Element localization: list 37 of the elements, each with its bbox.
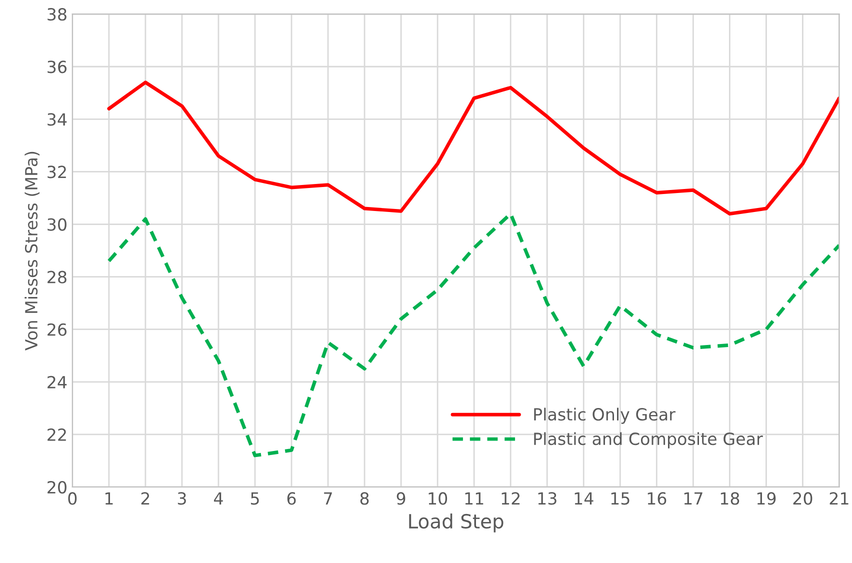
y-tick-label: 20 [48,480,66,494]
x-tick-label: 10 [428,492,448,505]
x-tick-label: 9 [396,492,406,505]
y-tick-label: 38 [48,8,66,21]
y-tick-label: 28 [48,270,66,284]
legend-label: Plastic and Composite Gear [534,432,763,448]
y-tick-label: 32 [48,166,66,178]
x-tick-label: 1 [105,492,113,505]
x-tick-label: 0 [68,492,77,505]
x-tick-label: 4 [214,492,223,505]
x-tick-label: 21 [830,492,848,505]
x-tick-label: 2 [141,492,150,505]
x-tick-label: 19 [757,492,776,505]
line-series [107,80,840,216]
x-tick-label: 17 [684,492,702,505]
y-tick-label: 24 [48,376,67,388]
x-tick-label: 12 [502,492,520,505]
x-tick-label: 13 [538,492,556,505]
x-tick-label: 11 [465,492,484,505]
x-tick-label: 16 [648,492,666,505]
y-tick-label: 36 [48,60,67,74]
x-tick-label: 5 [250,492,259,505]
legend-label: Plastic Only Gear [534,408,676,424]
y-axis-title: Von Misses Stress (MPa) [24,152,40,350]
x-tick-label: 20 [793,492,812,505]
x-tick-label: 15 [611,492,630,505]
y-tick-label: 30 [48,218,66,231]
x-tick-label: 8 [360,492,369,505]
x-tick-label: 14 [574,492,594,505]
x-tick-label: 18 [720,492,740,505]
x-axis-title: Load Step [409,514,504,532]
x-tick-label: 6 [287,492,296,505]
y-tick-label: 22 [48,428,66,441]
x-tick-label: 7 [324,492,332,505]
x-tick-label: 3 [178,492,186,505]
y-tick-label: 26 [48,323,67,336]
y-tick-label: 34 [48,113,67,126]
